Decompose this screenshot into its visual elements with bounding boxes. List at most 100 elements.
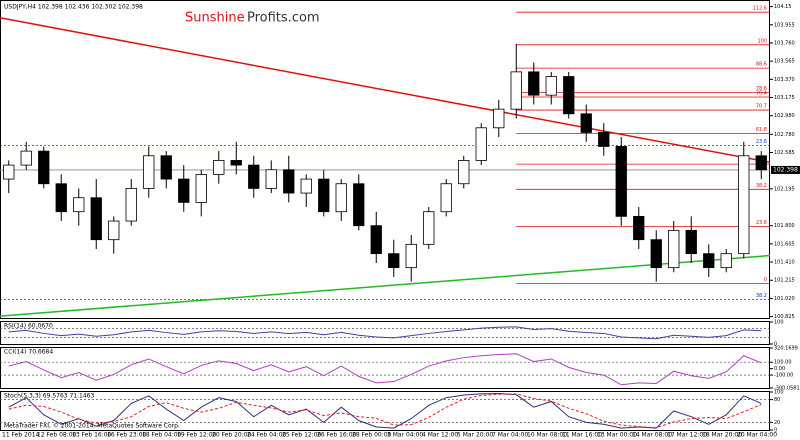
candle-body <box>755 155 767 171</box>
x-tick-label: 13 Mar 00:00 <box>597 432 637 439</box>
y-tick-label: 100.00 <box>774 360 792 366</box>
y-tick-label: 103.955 <box>774 22 795 28</box>
candle-body <box>738 155 750 255</box>
rsi-panel <box>0 321 770 345</box>
y-tick-label: 101.800 <box>774 223 795 229</box>
candle-body <box>248 164 260 189</box>
trendline <box>0 254 771 317</box>
fib-label: 88.6 <box>756 62 767 68</box>
y-tick-label: 104.15 <box>774 4 792 10</box>
candle-body <box>213 160 225 175</box>
y-tick-label: 80 <box>774 397 780 403</box>
x-tick-label: 3 Mar 04:00 <box>387 432 423 439</box>
candle-body <box>388 253 400 269</box>
candle-body <box>458 160 470 185</box>
fib-label: 23.6 <box>756 220 767 226</box>
x-tick-label: 12 Feb 08:00 <box>37 432 77 439</box>
x-tick-label: 11 Mar 16:00 <box>562 432 602 439</box>
candle-body <box>160 155 172 180</box>
candle-body <box>493 108 505 129</box>
x-tick-label: 18 Mar 20:00 <box>702 432 742 439</box>
candle-body <box>405 243 417 269</box>
candle-body <box>563 76 575 115</box>
y-tick-label: 101.215 <box>774 278 795 284</box>
candle-body <box>283 169 295 194</box>
main-panel <box>0 0 770 319</box>
x-tick-label: 10 Mar 08:00 <box>527 432 567 439</box>
fib-label: 0 <box>764 277 767 283</box>
logo-part2: Profits.com <box>247 11 320 26</box>
candle-body <box>265 169 277 189</box>
candle-body <box>633 215 645 241</box>
fib-label: 100 <box>757 38 767 44</box>
candle-body <box>143 155 155 189</box>
x-tick-label: 20 Mar 04:00 <box>737 432 777 439</box>
indicator-line <box>8 393 762 429</box>
last-price-box <box>771 165 800 174</box>
y-tick-label: 101.410 <box>774 260 795 266</box>
x-tick-label: 11 Feb 2014 <box>2 432 40 439</box>
cci-title: CCI(14) 70.6684 <box>4 349 53 356</box>
candle-body <box>55 183 67 213</box>
candle-body <box>720 253 732 269</box>
x-tick-label: 17 Mar 12:00 <box>667 432 707 439</box>
fib-label: 112.6 <box>753 6 767 12</box>
blue-label: 38.2 <box>756 293 767 299</box>
candle-body <box>545 76 557 96</box>
candle-body <box>510 71 522 110</box>
y-tick-label: -300.0581 <box>774 386 800 392</box>
candle-body <box>423 211 435 245</box>
chart-layer: 104.15 103.955 103.760 103.565 103.370 103.17… <box>0 4 800 439</box>
y-tick-label: 20 <box>774 420 780 426</box>
x-tick-label: 19 Feb 12:00 <box>177 432 217 439</box>
candle-body <box>38 150 50 185</box>
candle-body <box>300 178 312 194</box>
fib-label: 70.7 <box>756 104 767 110</box>
candle-body <box>580 113 592 133</box>
candle-body <box>335 183 347 213</box>
fib-label: 78.6 <box>756 86 767 92</box>
x-tick-label: 24 Feb 04:00 <box>247 432 287 439</box>
y-tick-label: 320.1699 <box>774 346 798 352</box>
trendline <box>0 17 771 164</box>
y-tick-label: 0 <box>774 428 777 434</box>
y-tick-label: 100.825 <box>774 314 795 320</box>
candle-body <box>370 225 382 255</box>
candle-body <box>703 253 715 269</box>
rsi-title: RSI(14) 60.0670 <box>4 323 53 330</box>
stoch-title: Stoch(5,3,3) 69.5763 71.1463 <box>4 393 95 400</box>
y-tick-label: 100 <box>774 390 784 396</box>
fib-label: 76.4 <box>756 91 767 97</box>
y-tick-label: 102.980 <box>774 113 795 119</box>
y-tick-label: 103.370 <box>774 77 795 83</box>
candle-body <box>3 164 15 180</box>
candle-body <box>230 160 242 166</box>
y-tick-label: 102.585 <box>774 150 795 156</box>
candle-body <box>20 150 32 166</box>
y-tick-label: -100.00 <box>774 373 793 379</box>
y-tick-label: 100 <box>774 320 784 326</box>
y-tick-label: 103.565 <box>774 59 795 65</box>
fib-label: 61.8 <box>756 127 767 133</box>
y-tick-label: 0.00 <box>774 366 785 372</box>
cci-panel <box>0 347 770 389</box>
footer: MetaTrader FXI, © 2001-2014. MetaQuotes … <box>4 423 180 430</box>
y-tick-label: 103.175 <box>774 95 795 101</box>
x-tick-label: 13 Feb 16:00 <box>72 432 112 439</box>
x-tick-label: 20 Feb 20:00 <box>212 432 252 439</box>
indicator-line <box>8 353 762 386</box>
candle-body <box>90 197 102 241</box>
candle-body <box>73 197 85 213</box>
candle-body <box>615 146 627 217</box>
x-tick-label: 26 Feb 16:00 <box>317 432 357 439</box>
candle-body <box>598 132 610 147</box>
x-tick-label: 25 Feb 12:00 <box>282 432 322 439</box>
indicator-line <box>8 326 762 340</box>
y-tick-label: 102.780 <box>774 132 795 138</box>
candle-body <box>440 183 452 213</box>
candle-body <box>668 229 680 269</box>
blue-label: 23.6 <box>756 139 767 145</box>
candle-body <box>475 127 487 161</box>
chart-title: USDJPY,H4 102.398 102.436 102.302 102.39… <box>4 4 143 11</box>
